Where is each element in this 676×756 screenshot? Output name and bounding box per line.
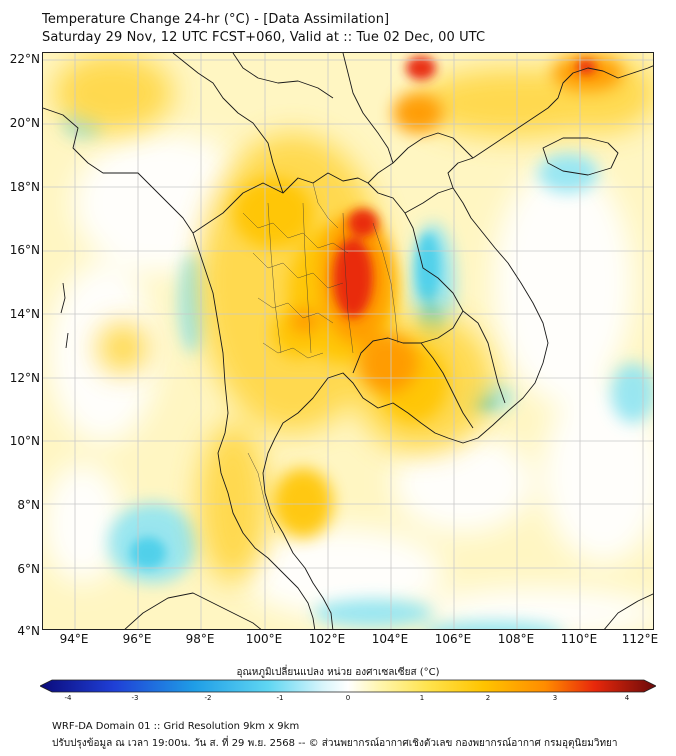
temperature-change-map — [43, 53, 653, 629]
lon-label-100e: 100°E — [245, 632, 283, 646]
colorbar-tick-0: 0 — [345, 694, 351, 702]
lat-label-18n: 18°N — [9, 180, 40, 194]
colorbar-tick--2: -2 — [204, 694, 212, 702]
lat-label-14n: 14°N — [9, 307, 40, 321]
colorbar-tick-1: 1 — [419, 694, 425, 702]
colorbar-tick--4: -4 — [64, 694, 72, 702]
colorbar-tick--1: -1 — [276, 694, 284, 702]
lon-label-106e: 106°E — [434, 632, 472, 646]
lon-label-108e: 108°E — [497, 632, 535, 646]
lat-label-12n: 12°N — [9, 371, 40, 385]
colorbar-tick-3: 3 — [552, 694, 558, 702]
colorbar-tick--3: -3 — [131, 694, 139, 702]
lon-label-94e: 94°E — [59, 632, 89, 646]
lat-label-20n: 20°N — [9, 116, 40, 130]
map-title: Temperature Change 24-hr (°C) - [Data As… — [42, 12, 390, 27]
footer-model-info: WRF-DA Domain 01 :: Grid Resolution 9km … — [52, 721, 300, 732]
lon-label-104e: 104°E — [371, 632, 409, 646]
lon-label-98e: 98°E — [185, 632, 215, 646]
map-subtitle: Saturday 29 Nov, 12 UTC FCST+060, Valid … — [42, 30, 486, 45]
lat-label-8n: 8°N — [17, 498, 40, 512]
footer-credit: ปรับปรุงข้อมูล ณ เวลา 19:00น. วัน ส. ที่… — [52, 738, 618, 749]
lat-label-4n: 4°N — [17, 624, 40, 638]
map-plot-area[interactable] — [42, 52, 654, 630]
lon-label-96e: 96°E — [122, 632, 152, 646]
lat-label-6n: 6°N — [17, 562, 40, 576]
colorbar-tick-4: 4 — [624, 694, 630, 702]
lon-label-112e: 112°E — [621, 632, 659, 646]
lon-label-110e: 110°E — [560, 632, 598, 646]
lon-label-102e: 102°E — [308, 632, 346, 646]
colorbar-tick-2: 2 — [485, 694, 491, 702]
colorbar — [40, 679, 656, 693]
lat-label-10n: 10°N — [9, 434, 40, 448]
colorbar-title: อุณหภูมิเปลี่ยนแปลง หน่วย องศาเซลเซียส (… — [236, 667, 440, 678]
lat-label-16n: 16°N — [9, 243, 40, 257]
lat-label-22n: 22°N — [9, 52, 40, 66]
